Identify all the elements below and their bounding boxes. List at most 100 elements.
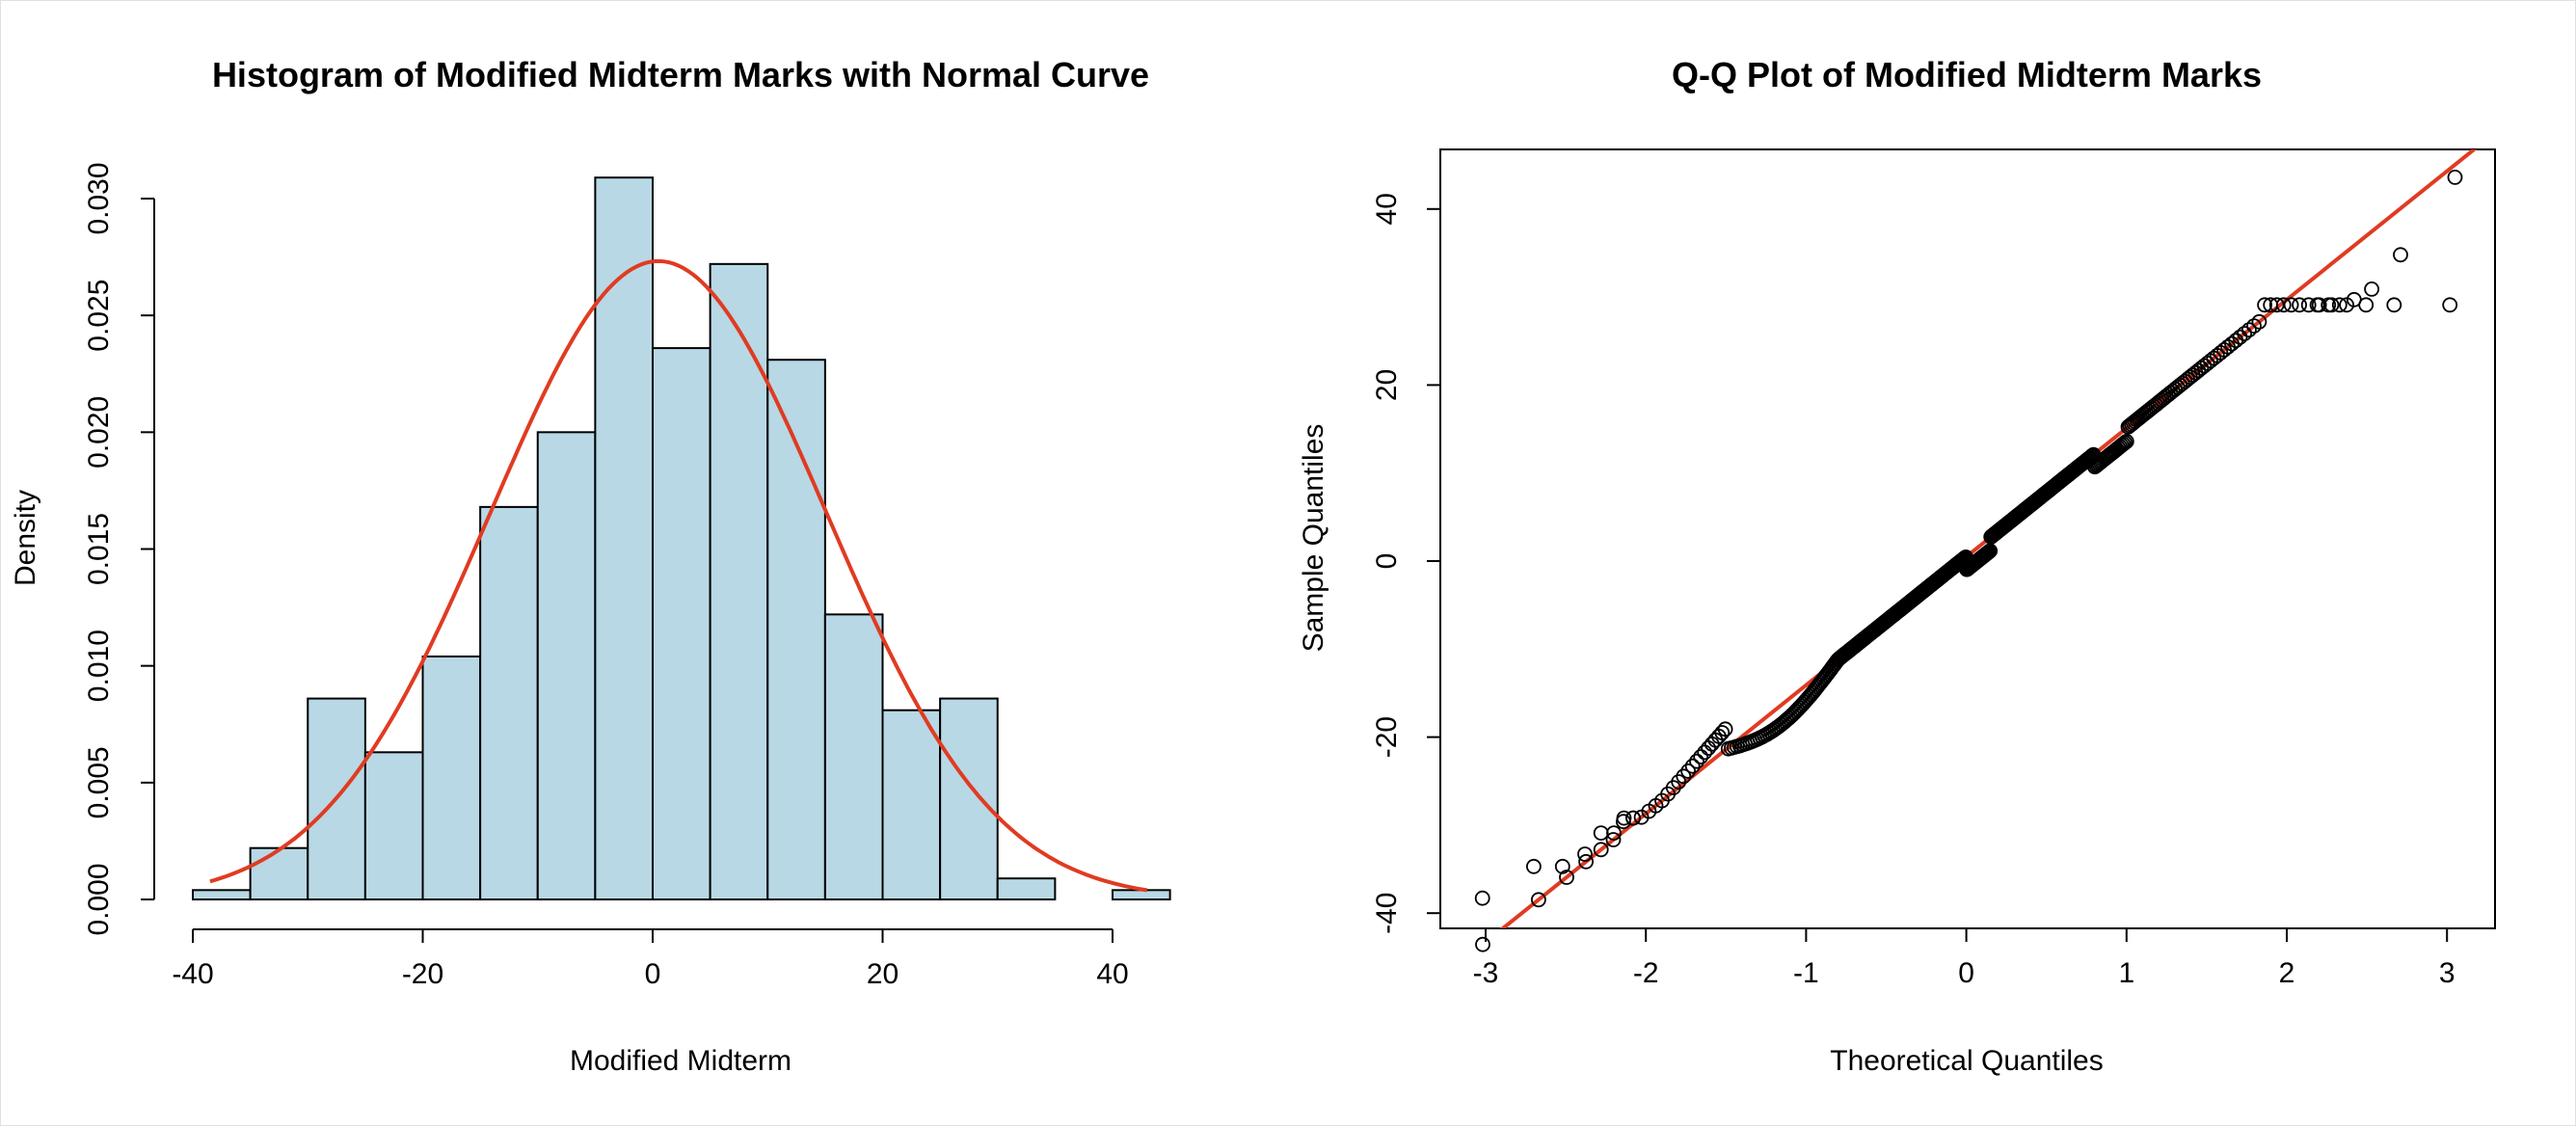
histogram-panel: Histogram of Modified Midterm Marks with… [10,55,1171,1077]
qq-plot-box [1439,148,2496,929]
qq-point-390 [2275,297,2292,313]
histogram-x-tick-label-0: -40 [172,958,213,990]
histogram-bar-7 [594,176,654,900]
qq-x-tick-label-6: 3 [2439,957,2455,989]
qq-y-tick-label-0: -40 [1371,893,1403,934]
qq-point-386 [2251,313,2267,330]
qq-x-tick-label-3: 0 [1958,957,1974,989]
histogram-bar-2 [307,697,366,900]
qq-y-tick-label-4: 40 [1371,193,1403,225]
qq-x-axis: -3 -2 -1 0 1 2 3 [1473,928,2455,989]
histogram-x-tick-label-1: -20 [402,958,443,990]
histogram-bar-11 [823,613,884,900]
histogram-y-tick-label-6: 0.030 [83,162,115,234]
qq-point-18 [1689,753,1704,769]
qq-point-383 [2237,326,2253,341]
qq-point-411 [2346,291,2362,308]
normal-curve [209,258,1148,893]
qq-point-336 [2118,433,2134,449]
qq-point-395 [2323,297,2340,313]
qq-point-1 [1531,892,1546,908]
qq-point-3 [1578,853,1594,870]
qq-point-412 [2331,297,2348,313]
qq-point-384 [2241,322,2257,338]
qq-point-414 [2309,297,2325,313]
qq-point-413 [2321,297,2337,313]
histogram-title: Histogram of Modified Midterm Marks with… [212,55,1149,94]
qq-point-408 [2447,169,2463,185]
qq-point-391 [2283,297,2299,313]
histogram-bar-8 [652,347,711,900]
qq-point-404 [1593,825,1609,841]
qq-x-tick-label-5: 2 [2279,957,2295,989]
qq-point-400 [1474,890,1490,906]
histogram-y-tick-label-1: 0.005 [83,746,115,818]
qq-y-axis-label: Sample Quantiles [1298,424,1329,653]
qq-point-15 [1676,768,1692,785]
qq-point-392 [2292,297,2308,313]
histogram-bars [192,176,1171,901]
histogram-x-tick-label-3: 20 [867,958,899,990]
qq-point-403 [1577,846,1593,862]
qq-point-393 [2300,297,2317,313]
qq-point-333 [2113,437,2130,453]
histogram-bar-1 [249,846,309,900]
qq-point-398 [2386,297,2402,313]
histogram-y-tick-label-0: 0.000 [83,863,115,935]
histogram-y-tick-label-5: 0.025 [83,280,115,352]
qq-point-410 [2364,281,2380,297]
qq-y-axis: -40 -20 0 20 40 [1371,193,1440,934]
qq-point-0 [1475,936,1490,952]
qq-x-axis-label: Theoretical Quantiles [1830,1045,2103,1077]
histogram-bar-16 [1112,889,1171,900]
qq-point-14 [1671,774,1687,790]
qq-point-401 [1526,858,1542,874]
histogram-bar-5 [479,505,539,900]
histogram-bar-6 [536,431,597,900]
qq-point-387 [2257,297,2273,313]
histogram-y-tick-label-4: 0.020 [83,396,115,469]
qq-point-405 [1606,825,1622,841]
qq-point-17 [1684,758,1701,774]
histogram-bar-4 [421,655,482,900]
qq-x-tick-label-0: -3 [1473,957,1499,989]
qq-point-20 [1697,744,1713,761]
histogram-x-axis: -40 -20 0 20 40 [172,928,1129,990]
histogram-bar-9 [709,262,769,900]
qq-y-tick-label-3: 20 [1371,369,1403,401]
qq-point-406 [1616,814,1631,830]
histogram-bar-10 [766,359,826,900]
histogram-x-tick-label-4: 40 [1096,958,1128,990]
qq-point-25 [1714,725,1731,740]
qq-x-tick-label-1: -2 [1633,957,1659,989]
qq-point-402 [1554,858,1570,874]
histogram-y-tick-label-2: 0.010 [83,630,115,702]
histogram-x-axis-label: Modified Midterm [570,1045,792,1077]
qq-panel: Q-Q Plot of Modified Midterm Marks Theor… [1298,55,2496,1077]
qq-point-389 [2268,297,2285,313]
histogram-bar-14 [996,877,1057,901]
histogram-bar-13 [939,697,999,900]
qq-point-2 [1559,870,1574,885]
qq-y-tick-label-1: -20 [1371,716,1403,758]
histogram-x-tick-label-2: 0 [645,958,661,990]
histogram-y-axis: 0.000 0.005 0.010 0.015 0.020 0.025 0.030 [83,162,155,936]
histogram-bar-3 [363,751,424,901]
qq-y-tick-label-2: 0 [1371,553,1403,570]
qq-point-399 [2442,297,2458,313]
qq-x-tick-label-4: 1 [2118,957,2134,989]
qq-point-16 [1680,764,1696,779]
histogram-bar-0 [192,889,252,900]
qq-point-26 [1717,721,1733,737]
qq-point-334 [2115,436,2132,452]
qq-reference-line [1499,149,2478,928]
qq-title: Q-Q Plot of Modified Midterm Marks [1672,55,2262,94]
qq-point-4 [1593,842,1609,858]
qq-point-335 [2117,435,2133,451]
histogram-y-axis-label: Density [10,490,41,586]
qq-point-5 [1605,832,1622,847]
qq-point-409 [2393,247,2408,263]
histogram-y-tick-label-3: 0.015 [83,513,115,585]
